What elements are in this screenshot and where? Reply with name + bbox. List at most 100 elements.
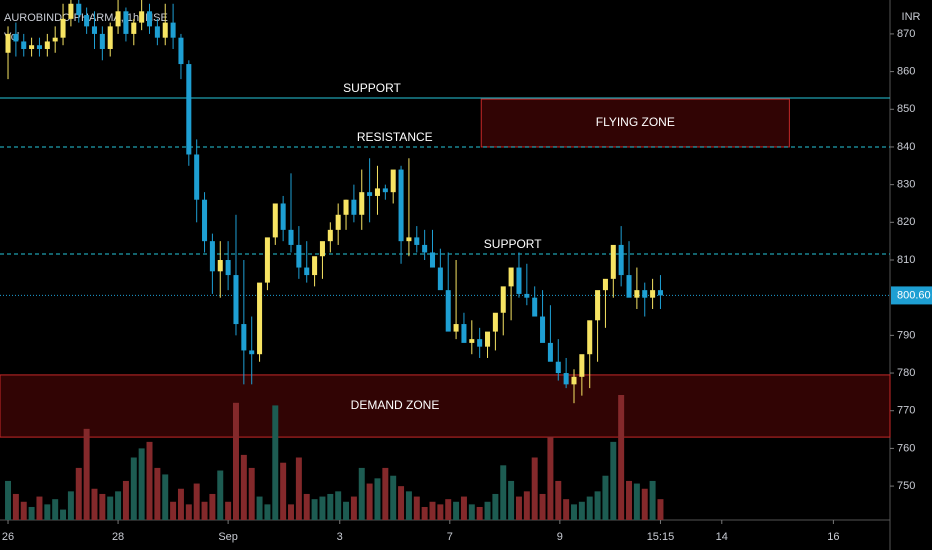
volume-bar <box>633 483 640 520</box>
candle-body <box>485 331 491 347</box>
volume-bar <box>531 457 538 520</box>
volume-bar <box>437 504 444 520</box>
y-tick-label: 820 <box>897 216 915 228</box>
candle-body <box>288 229 294 245</box>
last-price-label: 800.60 <box>897 289 931 301</box>
volume-bar <box>209 493 216 520</box>
candle-body <box>52 37 58 42</box>
volume-bar <box>154 467 161 520</box>
volume-bar <box>413 496 420 520</box>
volume-bar <box>288 504 294 520</box>
candle-body <box>587 320 593 355</box>
candle-body <box>154 26 160 38</box>
candle-body <box>264 237 270 283</box>
y-tick-label: 790 <box>897 329 915 341</box>
volume-bar <box>295 457 302 520</box>
candle-body <box>76 3 82 16</box>
candle-body <box>115 11 121 27</box>
volume-bar <box>232 402 239 520</box>
currency-label: INR <box>902 11 921 23</box>
candle-body <box>367 192 373 196</box>
volume-bar <box>571 504 577 520</box>
volume-bar <box>445 499 452 520</box>
volume-bar <box>20 501 27 520</box>
volume-bar <box>170 501 177 520</box>
candle-body <box>414 237 420 245</box>
candle-body <box>84 15 90 27</box>
candle-body <box>233 275 239 325</box>
candle-body <box>650 290 656 298</box>
candle-body <box>634 290 640 298</box>
candle-body <box>241 324 247 351</box>
volume-bar <box>555 480 562 520</box>
volume-bar <box>272 405 279 520</box>
y-tick-label: 760 <box>897 442 915 454</box>
volume-bar <box>60 509 67 520</box>
candle-body <box>422 244 428 253</box>
level-label: SUPPORT <box>343 81 401 95</box>
y-tick-label: 830 <box>897 179 915 191</box>
volume-bar <box>185 504 192 520</box>
volume-bar <box>91 488 98 520</box>
candle-body <box>68 3 74 19</box>
candle-body <box>209 241 215 272</box>
candle-body <box>390 169 396 193</box>
volume-bar <box>335 491 342 520</box>
volume-bar <box>421 506 428 520</box>
volume-bar <box>453 501 460 520</box>
y-tick-label: 810 <box>897 254 915 266</box>
candle-body <box>36 45 42 49</box>
candle-body <box>453 324 459 332</box>
volume-bar <box>468 504 475 520</box>
candle-body <box>327 229 333 242</box>
x-tick-label: 26 <box>2 531 14 543</box>
x-tick-label: Sep <box>218 531 238 543</box>
volume-bar <box>107 496 114 520</box>
x-tick-label: 15:15 <box>647 531 675 543</box>
candle-body <box>516 267 522 294</box>
volume-bar <box>398 486 405 520</box>
volume-bar <box>303 493 310 520</box>
candle-body <box>13 33 19 42</box>
candle-body <box>139 11 145 23</box>
volume-bar <box>523 491 530 520</box>
candle-body <box>296 244 302 268</box>
candle-body <box>437 267 443 291</box>
candle-body <box>445 290 451 332</box>
candle-body <box>555 361 561 374</box>
candle-body <box>563 373 569 385</box>
candle-body <box>131 22 137 34</box>
candle-body <box>461 324 467 343</box>
candle-body <box>335 214 341 230</box>
y-tick-label: 750 <box>897 480 915 492</box>
volume-bar <box>578 501 585 520</box>
candle-body <box>21 41 27 49</box>
volume-bar <box>177 488 184 520</box>
volume-bar <box>83 428 90 520</box>
y-tick-label: 780 <box>897 367 915 379</box>
volume-bar <box>122 480 129 520</box>
candle-body <box>382 188 388 193</box>
candle-body <box>257 282 263 355</box>
volume-bar <box>99 493 106 520</box>
volume-bar <box>264 504 271 520</box>
volume-bar <box>618 395 625 520</box>
volume-bar <box>311 499 318 520</box>
candle-body <box>217 260 223 272</box>
candle-body <box>477 339 483 347</box>
level-label: SUPPORT <box>484 237 542 251</box>
volume-bar <box>508 480 515 520</box>
volume-bar <box>594 491 601 520</box>
candle-body <box>123 11 129 34</box>
volume-bar <box>52 499 59 520</box>
candle-body <box>225 260 231 276</box>
volume-bar <box>641 488 648 520</box>
candle-body <box>398 169 404 242</box>
volume-bar <box>350 496 357 520</box>
y-tick-label: 860 <box>897 66 915 78</box>
candle-body <box>571 376 577 385</box>
volume-bar <box>67 491 74 520</box>
candle-body <box>186 64 192 155</box>
